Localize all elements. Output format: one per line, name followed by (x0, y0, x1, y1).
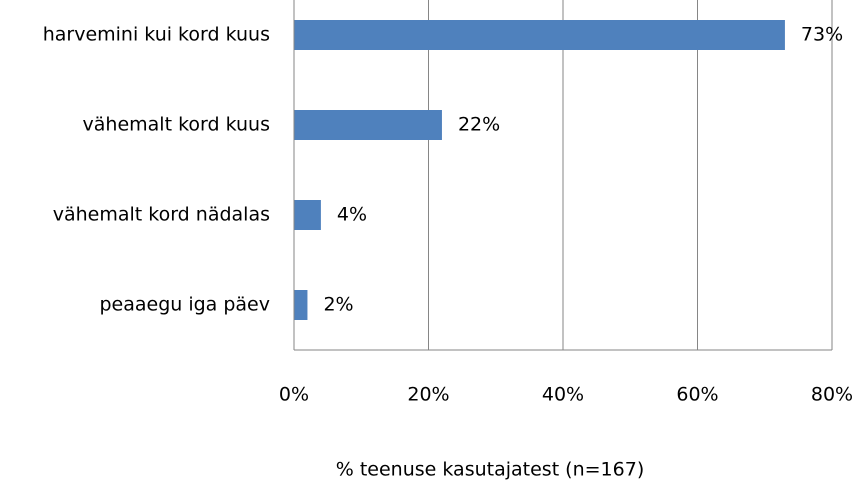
y-tick-label: peaaegu iga päev (99, 294, 270, 316)
bar (294, 110, 442, 140)
x-tick-label: 40% (542, 384, 584, 406)
y-tick-label: vähemalt kord nädalas (53, 204, 270, 226)
bar (294, 290, 308, 320)
x-tick-label: 80% (811, 384, 853, 406)
value-label: 73% (801, 24, 843, 46)
value-label: 4% (337, 204, 367, 226)
x-tick-label: 0% (279, 384, 309, 406)
bar (294, 20, 785, 50)
y-tick-label: harvemini kui kord kuus (43, 24, 270, 46)
x-tick-label: 20% (407, 384, 449, 406)
value-label: 2% (323, 294, 353, 316)
x-tick-label: 60% (676, 384, 718, 406)
x-axis-title: % teenuse kasutajatest (n=167) (336, 459, 644, 481)
value-label: 22% (458, 114, 500, 136)
y-tick-label: vähemalt kord kuus (83, 114, 270, 136)
bar (294, 200, 321, 230)
